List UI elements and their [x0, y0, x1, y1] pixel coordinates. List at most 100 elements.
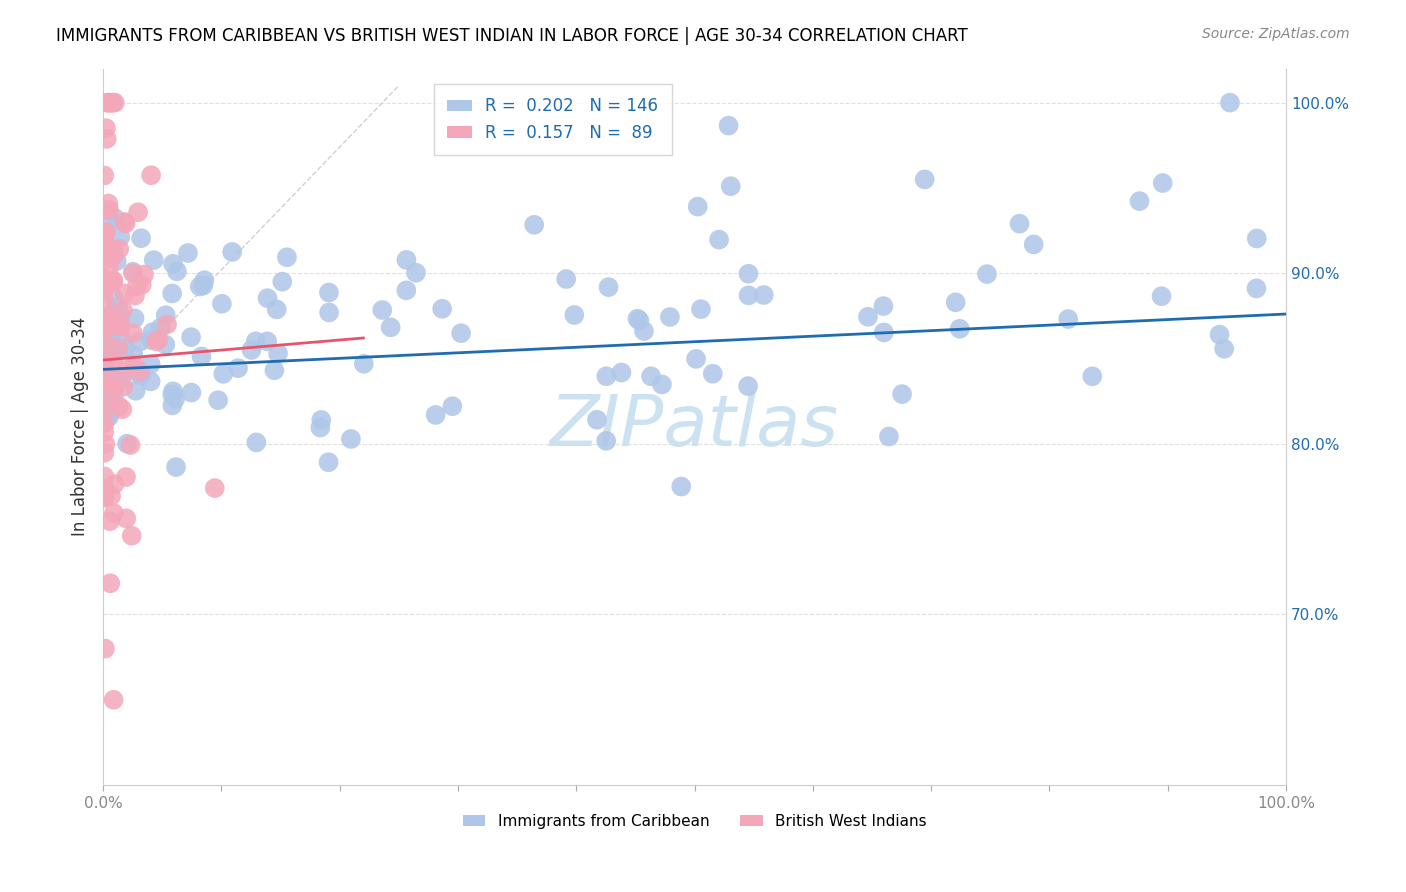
Immigrants from Caribbean: [107, 300, 129, 314]
British West Indians: [93, 446, 115, 460]
British West Indians: [105, 319, 128, 334]
Immigrants from Caribbean: [671, 479, 693, 493]
Immigrants from Caribbean: [395, 284, 418, 298]
Immigrants from Caribbean: [125, 365, 148, 379]
Immigrants from Caribbean: [425, 408, 447, 422]
British West Indians: [97, 95, 120, 110]
British West Indians: [101, 95, 124, 110]
Immigrants from Caribbean: [180, 385, 202, 400]
Immigrants from Caribbean: [256, 291, 278, 305]
British West Indians: [114, 363, 136, 377]
Immigrants from Caribbean: [752, 288, 775, 302]
Immigrants from Caribbean: [658, 310, 681, 324]
Text: Source: ZipAtlas.com: Source: ZipAtlas.com: [1202, 27, 1350, 41]
Immigrants from Caribbean: [1213, 342, 1236, 356]
Immigrants from Caribbean: [598, 280, 620, 294]
British West Indians: [93, 316, 115, 330]
British West Indians: [111, 303, 134, 318]
Immigrants from Caribbean: [124, 311, 146, 326]
British West Indians: [93, 233, 115, 247]
British West Indians: [128, 365, 150, 379]
Immigrants from Caribbean: [160, 286, 183, 301]
British West Indians: [93, 334, 115, 349]
Immigrants from Caribbean: [1152, 176, 1174, 190]
British West Indians: [122, 266, 145, 280]
British West Indians: [93, 469, 115, 483]
British West Indians: [93, 481, 115, 495]
Immigrants from Caribbean: [633, 324, 655, 338]
British West Indians: [93, 169, 115, 183]
Immigrants from Caribbean: [166, 264, 188, 278]
British West Indians: [93, 226, 115, 240]
British West Indians: [104, 315, 127, 329]
Immigrants from Caribbean: [100, 349, 122, 363]
British West Indians: [98, 309, 121, 323]
Immigrants from Caribbean: [180, 330, 202, 344]
British West Indians: [131, 277, 153, 292]
Immigrants from Caribbean: [177, 246, 200, 260]
British West Indians: [93, 491, 115, 505]
Immigrants from Caribbean: [105, 254, 128, 268]
Immigrants from Caribbean: [155, 308, 177, 322]
British West Indians: [114, 216, 136, 230]
British West Indians: [94, 437, 117, 451]
Immigrants from Caribbean: [110, 372, 132, 386]
Immigrants from Caribbean: [1208, 327, 1230, 342]
Immigrants from Caribbean: [555, 272, 578, 286]
British West Indians: [103, 355, 125, 369]
Text: ZIPatlas: ZIPatlas: [550, 392, 839, 461]
Immigrants from Caribbean: [141, 325, 163, 339]
Immigrants from Caribbean: [110, 331, 132, 345]
Immigrants from Caribbean: [98, 351, 121, 366]
Immigrants from Caribbean: [737, 379, 759, 393]
Immigrants from Caribbean: [139, 357, 162, 371]
Immigrants from Caribbean: [149, 320, 172, 334]
British West Indians: [115, 470, 138, 484]
British West Indians: [103, 693, 125, 707]
Immigrants from Caribbean: [139, 333, 162, 347]
Immigrants from Caribbean: [856, 310, 879, 324]
Immigrants from Caribbean: [98, 340, 121, 354]
British West Indians: [97, 196, 120, 211]
Immigrants from Caribbean: [98, 318, 121, 333]
British West Indians: [114, 286, 136, 301]
Immigrants from Caribbean: [103, 322, 125, 336]
British West Indians: [97, 370, 120, 384]
Immigrants from Caribbean: [98, 392, 121, 406]
British West Indians: [112, 380, 135, 394]
Immigrants from Caribbean: [221, 244, 243, 259]
British West Indians: [121, 529, 143, 543]
Immigrants from Caribbean: [610, 366, 633, 380]
Immigrants from Caribbean: [523, 218, 546, 232]
Immigrants from Caribbean: [651, 377, 673, 392]
British West Indians: [96, 132, 118, 146]
British West Indians: [101, 95, 124, 110]
Immigrants from Caribbean: [98, 329, 121, 343]
Immigrants from Caribbean: [98, 378, 121, 392]
Immigrants from Caribbean: [193, 278, 215, 293]
British West Indians: [94, 225, 117, 239]
British West Indians: [104, 95, 127, 110]
Immigrants from Caribbean: [271, 275, 294, 289]
British West Indians: [103, 250, 125, 264]
Immigrants from Caribbean: [949, 322, 972, 336]
Immigrants from Caribbean: [114, 341, 136, 355]
Immigrants from Caribbean: [1246, 281, 1268, 295]
Immigrants from Caribbean: [98, 388, 121, 402]
Immigrants from Caribbean: [129, 231, 152, 245]
British West Indians: [98, 202, 121, 217]
Immigrants from Caribbean: [737, 288, 759, 302]
British West Indians: [100, 489, 122, 503]
Immigrants from Caribbean: [914, 172, 936, 186]
Immigrants from Caribbean: [98, 376, 121, 391]
Immigrants from Caribbean: [122, 265, 145, 279]
Immigrants from Caribbean: [380, 320, 402, 334]
Immigrants from Caribbean: [188, 279, 211, 293]
Immigrants from Caribbean: [110, 230, 132, 244]
British West Indians: [111, 402, 134, 417]
Immigrants from Caribbean: [104, 211, 127, 226]
Y-axis label: In Labor Force | Age 30-34: In Labor Force | Age 30-34: [72, 318, 89, 536]
Immigrants from Caribbean: [122, 348, 145, 362]
Immigrants from Caribbean: [1081, 369, 1104, 384]
British West Indians: [93, 425, 115, 439]
